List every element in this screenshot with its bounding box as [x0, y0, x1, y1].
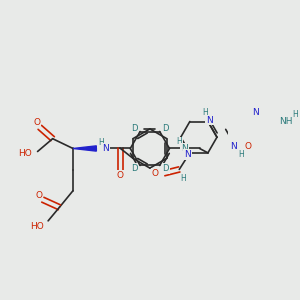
Polygon shape	[73, 146, 96, 151]
Text: D: D	[163, 164, 169, 173]
Text: N: N	[102, 144, 109, 153]
Text: H: H	[180, 174, 186, 183]
Text: O: O	[245, 142, 252, 151]
Text: H: H	[98, 138, 104, 147]
Text: N: N	[184, 150, 191, 159]
Text: H: H	[292, 110, 298, 119]
Text: O: O	[152, 169, 159, 178]
Text: H: H	[176, 137, 182, 146]
Text: O: O	[33, 118, 40, 127]
Text: D: D	[131, 164, 137, 173]
Text: N: N	[252, 108, 259, 117]
Text: D: D	[131, 124, 137, 133]
Text: N: N	[230, 142, 237, 151]
Text: HO: HO	[18, 148, 32, 158]
Text: D: D	[163, 124, 169, 133]
Text: O: O	[117, 171, 124, 180]
Text: HO: HO	[30, 222, 44, 231]
Text: O: O	[36, 191, 43, 200]
Text: H: H	[202, 108, 208, 117]
Text: N: N	[181, 144, 188, 153]
Text: N: N	[206, 116, 213, 124]
Text: H: H	[238, 150, 244, 159]
Text: NH: NH	[279, 117, 293, 126]
